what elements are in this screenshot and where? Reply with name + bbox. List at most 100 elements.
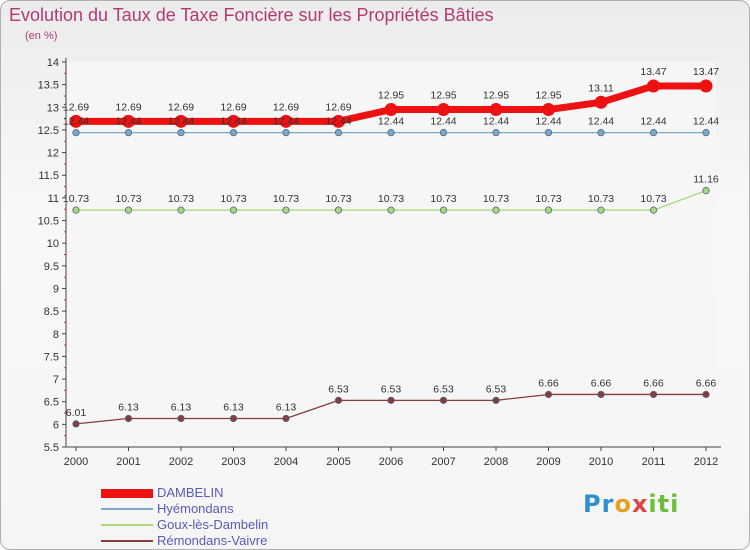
data-label: 6.53 <box>433 383 454 395</box>
data-label: 6.53 <box>381 383 402 395</box>
x-tick-label: 2012 <box>694 456 718 468</box>
x-tick-label: 2006 <box>379 456 403 468</box>
data-label: 12.44 <box>535 116 561 128</box>
data-label: 10.73 <box>63 193 89 205</box>
data-point <box>334 396 343 404</box>
data-label: 6.13 <box>118 401 139 413</box>
data-label: 6.13 <box>276 401 297 413</box>
data-label: 6.66 <box>643 377 664 389</box>
data-point <box>124 414 133 423</box>
data-label: 6.66 <box>591 377 612 389</box>
data-point <box>439 396 448 404</box>
x-tick-label: 2003 <box>221 456 245 468</box>
data-point <box>649 390 658 399</box>
data-label: 12.44 <box>325 116 351 128</box>
data-label: 6.66 <box>538 377 559 389</box>
y-tick-label: 8 <box>53 329 59 341</box>
data-label: 6.53 <box>328 383 349 395</box>
y-tick-label: 11 <box>48 193 59 205</box>
data-label: 12.44 <box>63 116 89 128</box>
chart-subtitle: (en %) <box>25 30 58 42</box>
data-point <box>439 206 448 214</box>
x-tick-label: 2002 <box>169 456 193 468</box>
data-label: 10.73 <box>483 193 509 205</box>
data-point <box>492 396 500 404</box>
data-label: 10.73 <box>115 193 141 205</box>
data-point <box>649 129 658 137</box>
legend-item: Rémondans-Vaivre <box>101 533 361 549</box>
x-tick-label: 2010 <box>589 456 613 468</box>
data-label: 6.66 <box>696 377 717 389</box>
y-tick-label: 6.5 <box>44 397 59 409</box>
y-tick-label: 11.5 <box>38 170 59 182</box>
data-point <box>124 206 133 214</box>
legend: DAMBELIN Hyémondans Goux-lès-Dambelin Rémon… <box>101 485 361 549</box>
data-point <box>72 420 80 428</box>
data-label: 13.47 <box>693 66 719 78</box>
data-label: 12.44 <box>483 116 509 128</box>
data-point <box>597 129 605 137</box>
legend-swatch <box>101 540 153 542</box>
x-tick-label: 2000 <box>64 456 88 468</box>
data-point <box>282 414 290 423</box>
data-label: 12.44 <box>220 116 246 128</box>
data-point <box>384 103 398 117</box>
data-point <box>279 114 293 128</box>
x-tick-label: 2011 <box>642 456 666 468</box>
data-point <box>334 129 343 137</box>
legend-item: DAMBELIN <box>101 485 361 501</box>
data-point <box>177 129 185 137</box>
data-point <box>387 206 395 214</box>
x-tick-label: 2008 <box>484 456 508 468</box>
logo-part: o <box>614 490 632 518</box>
data-label: 13.47 <box>640 66 666 78</box>
y-tick-label: 9.5 <box>44 261 59 273</box>
x-tick-label: 2009 <box>536 456 560 468</box>
legend-item: Hyémondans <box>101 501 361 517</box>
data-point <box>492 206 500 214</box>
chart-title: Evolution du Taux de Taxe Foncière sur l… <box>9 5 494 25</box>
y-tick-label: 13 <box>47 102 59 114</box>
data-point <box>702 187 710 195</box>
data-point <box>174 114 188 128</box>
y-tick-label: 8.5 <box>44 306 59 318</box>
data-label: 12.44 <box>115 116 141 128</box>
y-tick-label: 9 <box>53 283 59 295</box>
legend-swatch <box>101 524 153 526</box>
data-point <box>177 414 185 423</box>
legend-label: Hyémondans <box>157 501 234 516</box>
legend-swatch <box>101 489 153 498</box>
y-tick-label: 12 <box>47 148 59 160</box>
data-label: 12.69 <box>325 101 351 113</box>
x-tick-label: 2001 <box>116 456 140 468</box>
data-label: 10.73 <box>588 193 614 205</box>
y-tick-label: 10.5 <box>38 216 59 228</box>
legend-label: DAMBELIN <box>157 485 224 500</box>
data-point <box>544 206 553 214</box>
data-label: 10.73 <box>168 193 194 205</box>
data-label: 13.11 <box>588 82 614 94</box>
data-point <box>227 114 240 128</box>
data-point <box>229 129 238 137</box>
data-point <box>702 129 710 137</box>
y-tick-label: 7 <box>53 374 59 386</box>
data-point <box>594 95 608 109</box>
y-tick-label: 12.5 <box>38 125 59 137</box>
data-label: 6.13 <box>171 401 192 413</box>
data-point <box>72 129 80 137</box>
x-tick-label: 2005 <box>326 456 350 468</box>
data-point <box>597 390 605 399</box>
data-label: 12.44 <box>378 116 404 128</box>
data-label: 10.73 <box>430 193 456 205</box>
data-point <box>597 206 605 214</box>
data-label: 6.01 <box>66 407 87 419</box>
y-tick-label: 14 <box>47 57 59 69</box>
data-label: 12.44 <box>430 116 456 128</box>
data-label: 10.73 <box>325 193 351 205</box>
data-label: 11.16 <box>693 174 719 186</box>
data-label: 12.44 <box>588 116 614 128</box>
data-point <box>492 129 500 137</box>
data-label: 12.69 <box>220 101 246 113</box>
y-tick-label: 10 <box>47 238 59 250</box>
